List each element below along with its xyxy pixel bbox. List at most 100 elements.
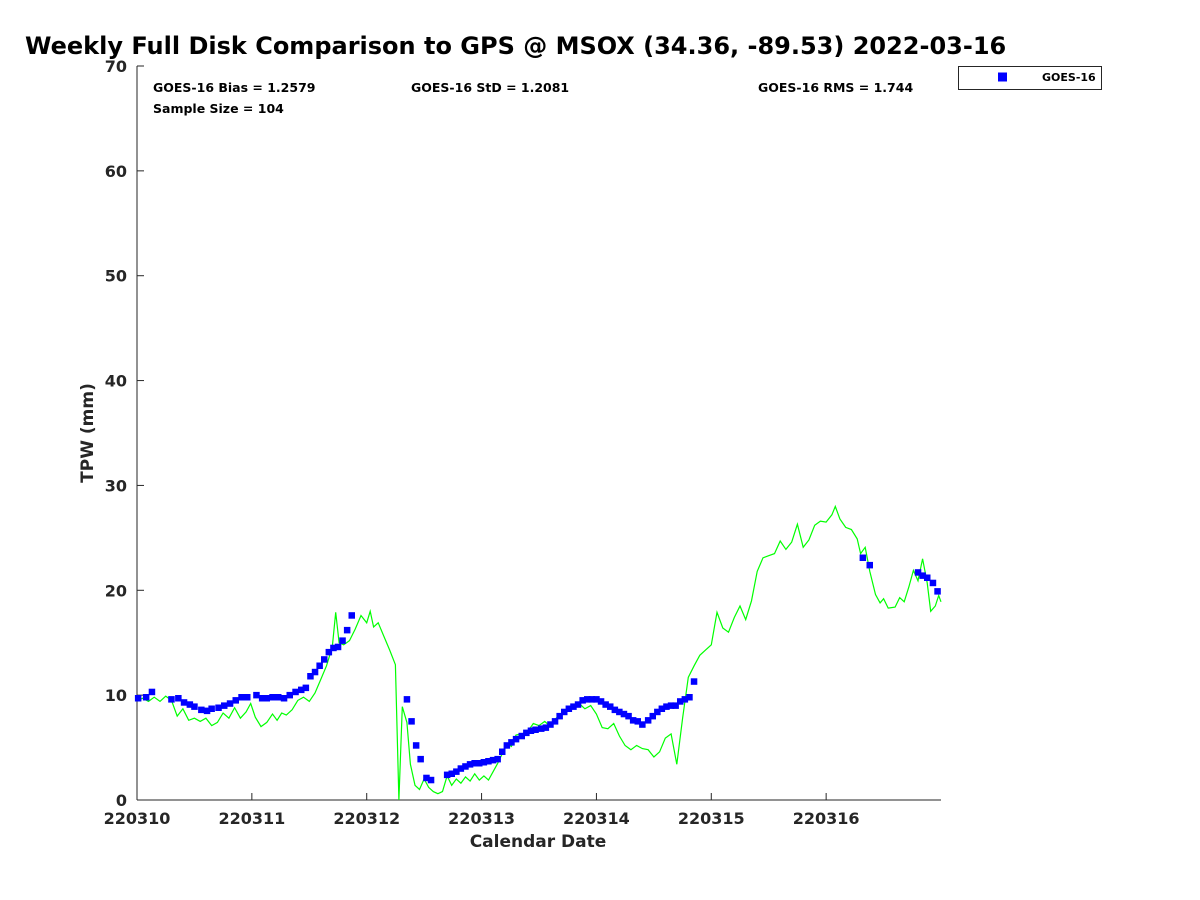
goes-16-point xyxy=(462,763,469,770)
goes-16-point xyxy=(611,706,619,714)
goes-16-point xyxy=(527,727,535,734)
goes-16-point xyxy=(547,721,554,728)
goes-16-point xyxy=(625,712,632,720)
goes-16-point xyxy=(639,721,646,728)
stat-bias: GOES-16 Bias = 1.2579 xyxy=(153,80,315,95)
x-tick-label: 220312 xyxy=(333,809,400,828)
goes-16-point xyxy=(538,725,545,732)
goes-16-point xyxy=(334,643,342,651)
y-axis-label: TPW (mm) xyxy=(78,383,98,483)
goes-16-point xyxy=(448,770,455,777)
goes-16-point xyxy=(263,695,270,702)
goes-16-point xyxy=(457,765,465,772)
plot-frame xyxy=(136,66,941,801)
goes-16-point xyxy=(565,705,573,712)
goes-16-point xyxy=(690,678,698,685)
goes-16-point xyxy=(311,668,319,676)
goes-16-point xyxy=(180,699,188,706)
goes-16-point xyxy=(658,705,666,712)
goes-16-point xyxy=(244,694,251,701)
legend-label-goes-16: GOES-16 xyxy=(1042,71,1096,84)
goes-16-point xyxy=(686,694,693,701)
y-tick-label: 50 xyxy=(105,267,127,286)
goes-16-point xyxy=(620,710,628,718)
goes-16-point xyxy=(489,756,497,764)
goes-16-point xyxy=(292,688,299,696)
goes-16-point xyxy=(466,761,474,768)
goes-16-point xyxy=(681,696,689,703)
goes-16-point xyxy=(403,696,411,703)
goes-16-series xyxy=(134,554,941,784)
y-tick-label: 40 xyxy=(105,372,127,391)
goes-16-point xyxy=(866,561,873,569)
goes-16-point xyxy=(593,696,600,703)
y-axis-ticks: 0 10 20 30 40 50 60 70 xyxy=(105,57,144,810)
goes-16-point xyxy=(316,662,323,669)
goes-16-point xyxy=(321,656,328,663)
goes-16-point xyxy=(602,701,609,708)
goes-16-point xyxy=(532,726,539,733)
x-tick-label: 220310 xyxy=(104,809,171,828)
x-axis-ticks: 220310 220311 220312 220313 220314 220315 2203… xyxy=(104,793,860,828)
x-tick-label: 220311 xyxy=(218,809,285,828)
x-tick-label: 220314 xyxy=(563,809,630,828)
goes-16-point xyxy=(348,612,355,619)
y-tick-label: 20 xyxy=(105,581,127,600)
goes-16-point xyxy=(221,702,228,709)
goes-16-point xyxy=(142,694,150,701)
goes-16-point xyxy=(480,759,488,766)
goes-16-point xyxy=(134,695,142,702)
goes-16-point xyxy=(175,695,182,702)
gps-line xyxy=(136,504,942,801)
goes-16-point xyxy=(607,703,614,710)
goes-16-point xyxy=(672,702,679,709)
goes-16-point xyxy=(494,755,501,763)
y-tick-label: 0 xyxy=(116,791,127,810)
goes-16-point xyxy=(485,758,492,765)
goes-16-point xyxy=(663,703,670,710)
x-tick-label: 220315 xyxy=(678,809,745,828)
goes-16-point xyxy=(588,696,596,703)
goes-16-point xyxy=(302,684,310,692)
goes-16-point xyxy=(427,776,435,784)
goes-16-point xyxy=(574,701,582,708)
goes-16-point xyxy=(453,768,460,775)
goes-16-point xyxy=(325,648,333,656)
goes-16-point xyxy=(148,688,156,696)
goes-16-point xyxy=(634,718,641,725)
goes-16-point xyxy=(286,691,293,699)
goes-16-point xyxy=(584,696,591,703)
goes-16-point xyxy=(232,697,239,704)
goes-16-point xyxy=(298,686,305,694)
stat-sample-size: Sample Size = 104 xyxy=(153,101,284,116)
goes-16-point xyxy=(203,707,211,715)
goes-16-point xyxy=(859,554,867,561)
goes-16-point xyxy=(339,637,346,644)
goes-16-point xyxy=(412,742,420,749)
goes-16-point xyxy=(523,729,530,737)
goes-16-point xyxy=(253,691,260,699)
goes-16-point xyxy=(269,694,276,701)
goes-16-point xyxy=(644,717,652,724)
x-tick-label: 220316 xyxy=(793,809,860,828)
goes-16-point xyxy=(914,569,922,576)
goes-16-point xyxy=(499,748,506,755)
goes-16-point xyxy=(667,702,675,709)
legend: GOES-16 xyxy=(958,66,1102,90)
goes-16-point xyxy=(208,705,215,712)
gps-series xyxy=(136,504,942,801)
goes-16-point xyxy=(186,701,194,708)
goes-16-point xyxy=(226,700,234,707)
goes-16-point xyxy=(503,742,511,749)
goes-16-point xyxy=(215,704,222,711)
goes-16-point xyxy=(275,694,282,701)
goes-16-point xyxy=(423,774,430,782)
goes-16-point xyxy=(570,703,577,710)
goes-16-point xyxy=(924,574,931,581)
goes-16-point xyxy=(258,695,266,702)
goes-16-point xyxy=(561,708,568,716)
goes-16-point xyxy=(508,739,515,746)
stat-rms: GOES-16 RMS = 1.744 xyxy=(758,80,913,95)
goes-16-point xyxy=(518,732,525,740)
